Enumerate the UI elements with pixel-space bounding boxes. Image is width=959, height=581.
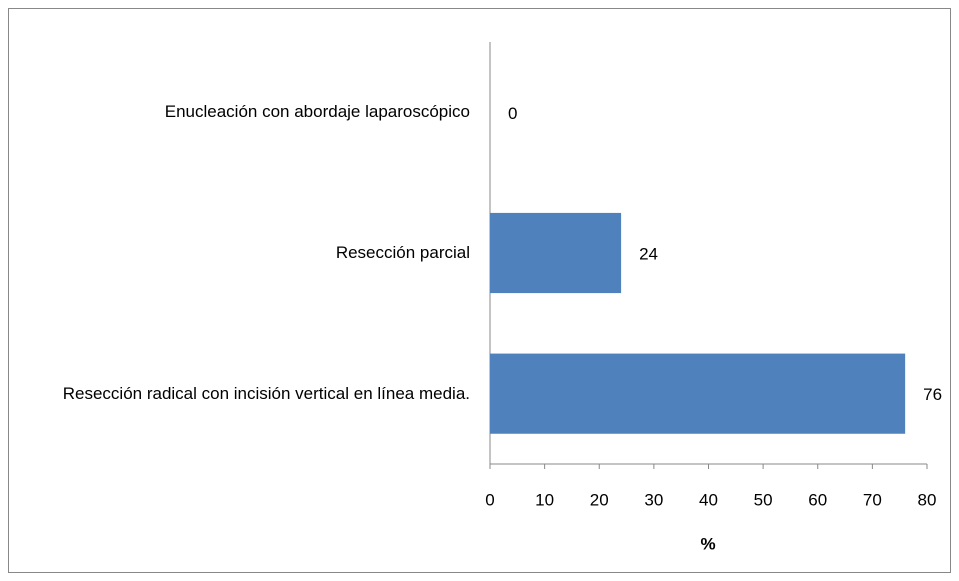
- x-tick-label: 70: [863, 490, 882, 509]
- x-tick-label: 10: [535, 490, 554, 509]
- x-tick-label: 50: [754, 490, 773, 509]
- y-tick-text: Resección parcial: [335, 243, 470, 262]
- bar: [490, 353, 906, 434]
- y-tick-label: Resección parcial: [10, 213, 470, 293]
- data-label: 0: [508, 104, 517, 123]
- x-tick-label: 80: [918, 490, 937, 509]
- x-tick-label: 20: [590, 490, 609, 509]
- y-tick-text: Enucleación con abordaje laparoscópico: [164, 102, 470, 122]
- x-tick-label: 0: [485, 490, 494, 509]
- chart-border: [8, 8, 951, 573]
- x-tick-label: 40: [699, 490, 718, 509]
- data-label: 24: [639, 244, 658, 263]
- bar: [490, 212, 622, 294]
- y-tick-label: Enucleación con abordaje laparoscópico: [10, 72, 470, 152]
- x-tick-label: 60: [808, 490, 827, 509]
- data-label: 76: [923, 385, 942, 404]
- x-tick-label: 30: [644, 490, 663, 509]
- y-tick-text: Resección radical con incisión vertical …: [62, 383, 470, 403]
- y-tick-label: Resección radical con incisión vertical …: [10, 354, 470, 434]
- x-axis-label: %: [700, 534, 715, 553]
